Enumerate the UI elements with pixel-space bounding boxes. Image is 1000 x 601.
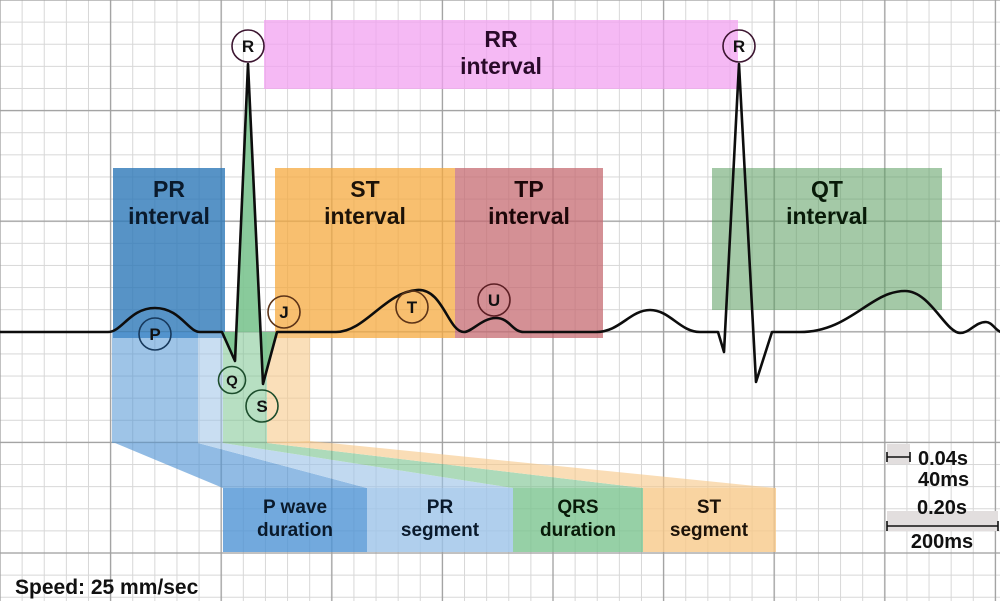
svg-text:U: U [488,291,500,310]
svg-text:PR: PR [153,176,185,202]
svg-text:0.04s: 0.04s [918,448,968,470]
svg-text:ST: ST [350,176,379,202]
svg-text:interval: interval [786,203,868,229]
svg-text:J: J [279,303,288,322]
svg-text:interval: interval [460,53,542,79]
svg-text:Speed: 25 mm/sec: Speed: 25 mm/sec [15,576,199,599]
svg-text:R: R [242,37,254,56]
svg-text:segment: segment [401,520,480,541]
svg-text:0.20s: 0.20s [917,497,967,519]
svg-text:40ms: 40ms [918,469,969,491]
svg-text:RR: RR [484,26,518,52]
svg-text:duration: duration [257,520,333,541]
svg-text:Q: Q [226,373,238,390]
svg-text:interval: interval [488,203,570,229]
svg-text:PR: PR [427,497,454,518]
svg-text:interval: interval [128,203,210,229]
svg-text:P wave: P wave [263,497,327,518]
svg-text:200ms: 200ms [911,531,973,553]
svg-text:S: S [256,397,267,416]
svg-text:ST: ST [697,497,722,518]
svg-text:QT: QT [811,176,843,202]
svg-text:R: R [733,37,745,56]
svg-text:P: P [149,325,160,344]
svg-text:interval: interval [324,203,406,229]
svg-text:duration: duration [540,520,616,541]
svg-text:T: T [407,298,418,317]
svg-text:segment: segment [670,520,749,541]
svg-text:TP: TP [514,176,543,202]
svg-text:QRS: QRS [557,497,598,518]
